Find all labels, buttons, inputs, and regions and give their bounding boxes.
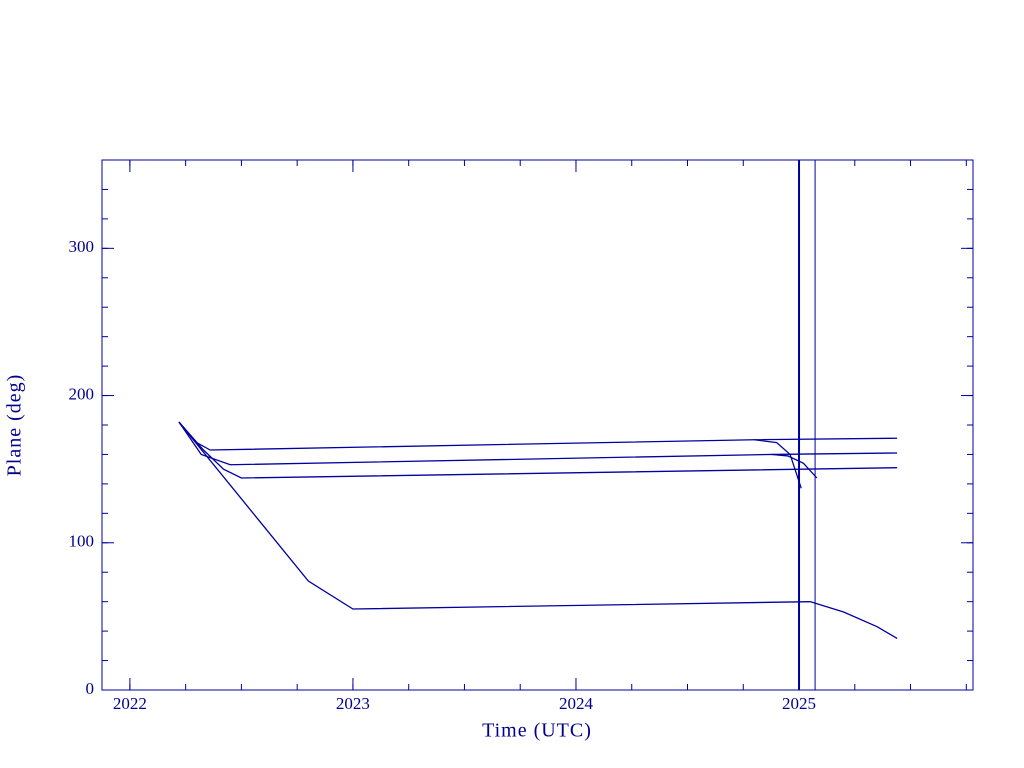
- y-tick-label: 100: [69, 532, 95, 551]
- data-line: [178, 421, 898, 466]
- x-tick-label: 2024: [559, 694, 594, 713]
- x-tick-label: 2025: [782, 694, 816, 713]
- y-tick-label: 0: [86, 679, 95, 698]
- data-line: [754, 439, 802, 489]
- data-line: [178, 421, 898, 640]
- plot-frame: [101, 159, 974, 691]
- y-tick-label: 300: [69, 237, 95, 256]
- x-axis-title: Time (UTC): [482, 720, 592, 742]
- data-line: [178, 421, 898, 451]
- x-tick-label: 2023: [336, 694, 370, 713]
- x-tick-label: 2022: [113, 694, 147, 713]
- data-line: [178, 421, 898, 479]
- data-line: [772, 453, 818, 479]
- y-axis-title: Plane (deg): [4, 374, 26, 477]
- y-tick-label: 200: [69, 384, 95, 403]
